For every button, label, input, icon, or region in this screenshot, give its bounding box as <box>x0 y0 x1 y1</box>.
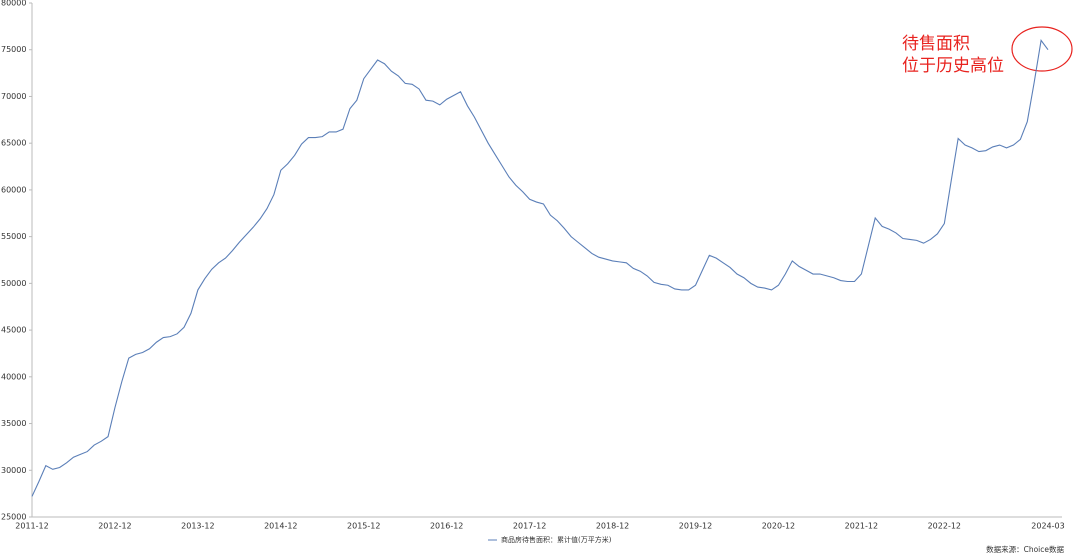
x-tick-label: 2019-12 <box>679 522 712 531</box>
y-tick-label: 50000 <box>1 279 26 288</box>
y-tick-label: 35000 <box>1 419 26 428</box>
y-tick-label: 55000 <box>1 232 26 241</box>
x-tick-label: 2020-12 <box>762 522 795 531</box>
y-tick-label: 70000 <box>1 92 26 101</box>
data-line <box>31 39 1049 497</box>
x-tick-label: 2011-12 <box>15 522 48 531</box>
x-tick-label: 2021-12 <box>845 522 878 531</box>
y-tick-label: 25000 <box>1 513 26 522</box>
x-tick-label: 2018-12 <box>596 522 629 531</box>
y-tick-label: 45000 <box>1 326 26 335</box>
legend-label: 商品房待售面积：累计值(万平方米) <box>501 535 612 544</box>
y-tick-label: 75000 <box>1 45 26 54</box>
y-tick-label: 30000 <box>1 466 26 475</box>
y-tick-label: 65000 <box>1 139 26 148</box>
x-tick-label: 2012-12 <box>98 522 131 531</box>
x-tick-label: 2016-12 <box>430 522 463 531</box>
highlight-circle <box>1011 26 1073 72</box>
annotation: 位于历史高位 <box>902 56 1004 76</box>
y-tick-label: 60000 <box>1 185 26 194</box>
x-tick-label: 2024-03 <box>1031 522 1064 531</box>
x-tick-label: 2013-12 <box>181 522 214 531</box>
x-tick-label: 2017-12 <box>513 522 546 531</box>
annotation: 待售面积 <box>902 34 970 54</box>
x-tick-label: 2014-12 <box>264 522 297 531</box>
x-tick-label: 2015-12 <box>347 522 380 531</box>
x-tick-label: 2022-12 <box>928 522 961 531</box>
y-tick-label: 80000 <box>1 0 26 8</box>
y-tick-label: 40000 <box>1 372 26 381</box>
source: 数据来源：Choice数据 <box>986 544 1064 554</box>
